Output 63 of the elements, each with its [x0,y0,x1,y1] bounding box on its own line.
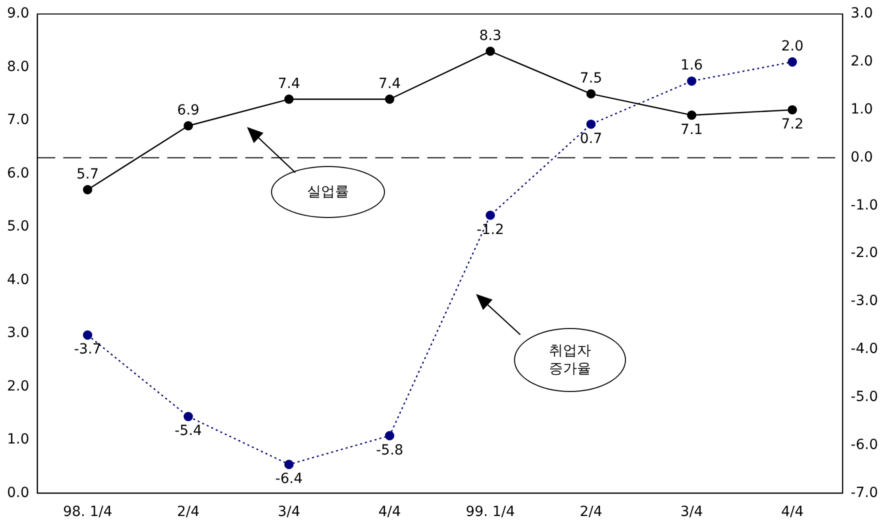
data-label: 7.2 [781,116,804,132]
data-label: 2.0 [781,38,804,55]
y2-tick-label: -6.0 [850,436,878,453]
y-tick-label: 3.0 [7,325,30,342]
y-tick-label: 9.0 [7,6,30,22]
point [687,76,696,86]
data-label: 7.5 [580,70,602,87]
y2-tick-label: -1.0 [850,197,878,214]
point [586,89,596,99]
data-label: -1.2 [476,222,504,238]
data-label: -6.4 [275,471,303,488]
data-label: 0.7 [580,130,602,147]
data-label: 7.1 [680,122,703,138]
y2-tick-label: -7.0 [850,484,878,501]
point [82,330,92,340]
y-tick-label: 6.0 [7,165,30,182]
point [184,121,193,130]
y2-tick-label: -2.0 [850,245,878,262]
data-label: 6.9 [177,102,200,118]
y-tick-label: 5.0 [7,218,30,235]
data-label: -5.4 [174,423,202,440]
y2-tick-label: -3.0 [850,293,878,310]
x-tick-label: 99. 1/4 [466,504,516,520]
point [284,460,294,470]
x-tick-label: 3/4 [680,504,704,520]
data-label: 7.4 [278,76,300,92]
point [384,94,394,104]
x-tick-label: 2/4 [177,504,200,520]
data-label: 7.4 [378,76,401,92]
point [586,120,596,129]
y-tick-label: 1.0 [7,432,30,448]
y2-tick-label: -5.0 [850,389,878,405]
y-tick-label: 7.0 [7,112,30,128]
point [486,46,495,56]
y2-tick-label: -4.0 [850,341,878,358]
point [486,210,495,220]
data-label: 8.3 [479,28,502,44]
y-tick-label: 4.0 [7,272,30,288]
y-tick-label: 2.0 [7,378,30,394]
point [788,105,797,114]
x-tick-label: 4/4 [378,504,401,520]
y2-tick-label: 3.0 [850,6,873,22]
point [82,185,92,194]
x-tick-label: 3/4 [278,504,300,520]
y2-tick-label: 0.0 [850,149,873,166]
point [184,412,193,422]
point [687,110,696,120]
data-label: -5.8 [376,442,404,458]
point [284,94,294,104]
ellipse-callout: 취업자 증가율 [514,328,626,392]
y2-tick-label: 1.0 [850,101,873,118]
x-tick-label: 2/4 [580,504,602,520]
y2-tick-label: 2.0 [850,54,873,70]
ellipse-callout: 실업률 [271,166,386,218]
data-label: -3.7 [74,342,102,358]
x-tick-label: 4/4 [781,504,804,520]
point [788,57,797,67]
point [384,431,394,440]
data-label: 5.7 [76,166,99,182]
data-label: 1.6 [680,58,703,74]
y-tick-label: 8.0 [7,58,30,75]
y-tick-label: 0.0 [7,484,30,501]
x-tick-label: 98. 1/4 [62,504,112,520]
